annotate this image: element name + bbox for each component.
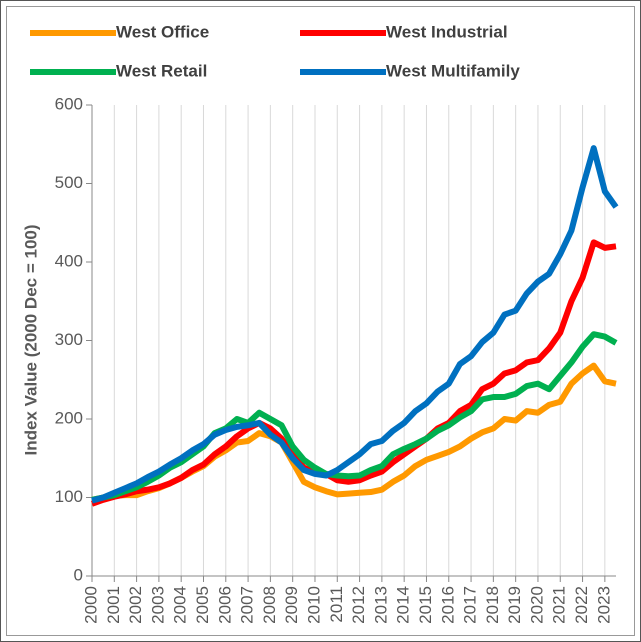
y-tick-label: 100 <box>55 487 83 506</box>
x-tick-label: 2007 <box>238 586 257 624</box>
x-tick-label: 2017 <box>461 586 480 624</box>
y-axis-title: Index Value (2000 Dec = 100) <box>21 224 40 455</box>
y-tick-label: 600 <box>55 94 83 113</box>
series-line <box>91 331 618 503</box>
x-tick-label: 2013 <box>371 586 390 624</box>
legend-label: West Multifamily <box>386 61 520 80</box>
x-tick-label: 2010 <box>304 586 323 624</box>
x-tick-label: 2012 <box>349 586 368 624</box>
x-tick-label: 2014 <box>394 586 413 624</box>
y-tick-label: 300 <box>55 330 83 349</box>
legend-label: West Industrial <box>386 22 508 41</box>
x-tick-label: 2006 <box>215 586 234 624</box>
legend-label: West Retail <box>116 61 207 80</box>
y-tick-label: 200 <box>55 408 83 427</box>
x-tick-label: 2011 <box>327 586 346 623</box>
x-tick-label: 2009 <box>282 586 301 624</box>
x-tick-label: 2005 <box>193 586 212 624</box>
series-line <box>91 239 617 507</box>
x-tick-label: 2003 <box>148 586 167 624</box>
x-tick-label: 2001 <box>104 586 123 624</box>
x-tick-label: 2022 <box>572 586 591 624</box>
x-tick-label: 2016 <box>438 586 457 624</box>
x-tick-label: 2002 <box>126 586 145 624</box>
x-tick-label: 2015 <box>416 586 435 624</box>
x-tick-label: 2023 <box>594 586 613 624</box>
x-tick-label: 2008 <box>260 586 279 624</box>
y-tick-label: 500 <box>55 173 83 192</box>
y-tick-label: 400 <box>55 251 83 270</box>
x-tick-label: 2021 <box>550 586 569 624</box>
y-tick-label: 0 <box>74 565 83 584</box>
x-tick-label: 2018 <box>483 586 502 624</box>
x-tick-label: 2000 <box>81 586 100 624</box>
x-tick-label: 2019 <box>505 586 524 624</box>
inner-frame <box>6 6 635 636</box>
legend-label: West Office <box>116 22 209 41</box>
x-tick-label: 2004 <box>171 586 190 624</box>
series-line <box>91 145 619 504</box>
x-tick-label: 2020 <box>527 586 546 624</box>
